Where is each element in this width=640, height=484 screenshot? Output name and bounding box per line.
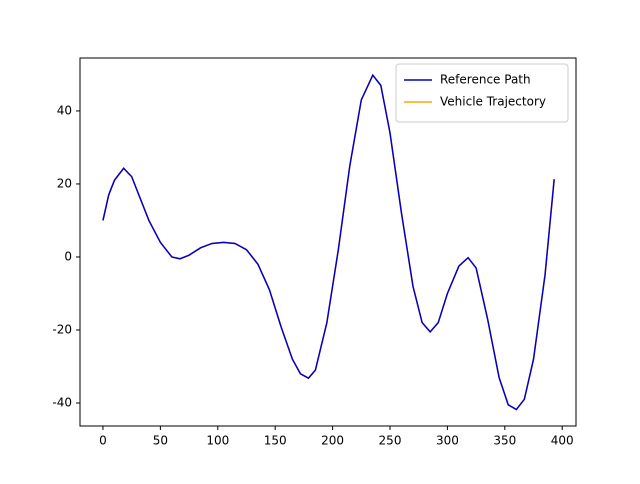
- x-tick-label: 350: [493, 434, 516, 448]
- x-tick-label: 50: [153, 434, 168, 448]
- x-tick-label: 0: [99, 434, 107, 448]
- x-tick-label: 400: [551, 434, 574, 448]
- legend-box: [395, 63, 569, 123]
- y-tick-label: 20: [57, 176, 72, 190]
- legend-label: Vehicle Trajectory: [440, 95, 546, 109]
- x-tick-label: 250: [379, 434, 402, 448]
- y-tick-label: 0: [64, 249, 72, 263]
- x-tick-label: 300: [436, 434, 459, 448]
- y-tick-label: -20: [52, 322, 72, 336]
- x-tick-label: 100: [206, 434, 229, 448]
- line: [102, 73, 555, 411]
- y-tick-label: -40: [52, 396, 72, 410]
- legend-label: Reference Path: [440, 73, 531, 87]
- x-tick-label: 150: [264, 434, 287, 448]
- x-tick-label: 200: [321, 434, 344, 448]
- y-tick-label: 40: [57, 103, 72, 117]
